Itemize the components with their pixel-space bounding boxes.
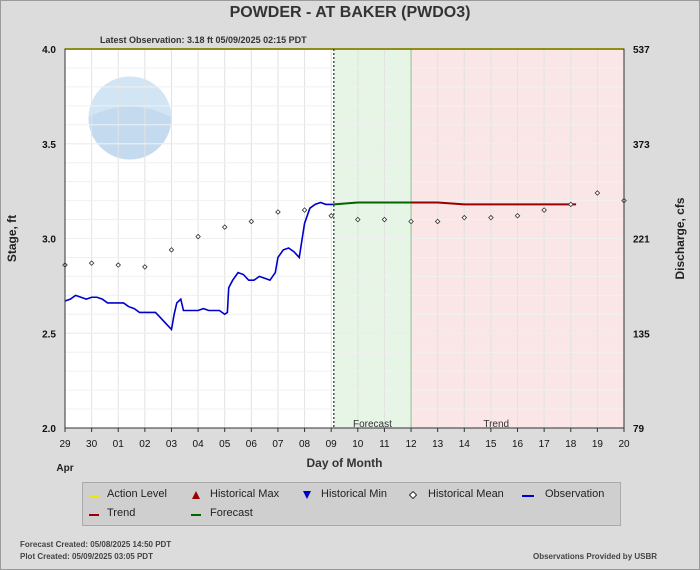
observation-legend-symbol [522,495,534,497]
x-tick-label: 08 [299,439,311,450]
forecast-line [333,201,412,206]
historical-mean-point [275,209,281,215]
forecast-created: Forecast Created: 05/08/2025 14:50 PDT [20,540,172,549]
x-tick-label: 20 [618,439,630,450]
historical-mean-point [115,262,122,268]
x-tick-label: 04 [193,439,205,450]
x-tick-label: 29 [59,439,71,450]
x-tick-label: 13 [432,439,444,450]
historical-mean-point [434,218,441,225]
provided-by: Observations Provided by USBR [533,552,658,561]
historical-mean-point [328,212,334,219]
x-tick-label: 16 [512,439,524,450]
historical-mean-point [248,218,255,225]
x-month-label: Apr [56,463,73,474]
historical-mean-point [221,224,228,230]
y-tick-label: 2.5 [42,329,56,340]
plot-created: Plot Created: 05/09/2025 03:05 PDT [20,552,153,561]
x-tick-label: 02 [139,439,151,450]
x-tick-label: 11 [379,439,390,450]
historical-mean-point [567,201,574,208]
legend-historical-max: Historical Max [210,488,280,500]
legend-historical-mean: Historical Mean [428,488,504,500]
y-tick-label: 4.0 [42,45,56,56]
x-tick-label: 01 [113,439,125,450]
historical-mean-point [461,214,468,221]
y2-tick-label: 79 [633,424,645,435]
historical-mean-point [168,247,175,253]
x-tick-label: 10 [352,439,364,450]
action-level-legend-symbol [89,495,99,497]
triangle-up-icon [192,491,200,499]
legend: Action Level Historical Max Historical M… [82,482,621,526]
x-tick-label: 17 [539,439,551,450]
x-tick-label: 15 [485,439,497,450]
historical-mean-point [301,207,308,213]
triangle-down-icon [303,491,311,499]
x-tick-label: 05 [219,439,231,450]
x-tick-label: 03 [166,439,178,450]
legend-historical-min: Historical Min [321,488,388,500]
y2-tick-label: 537 [633,45,650,56]
x-tick-label: 19 [592,439,604,450]
historical-mean-point [408,218,414,225]
historical-mean-point [514,212,521,219]
x-axis-title: Day of Month [307,456,383,470]
trend-legend-symbol [89,514,99,516]
x-tick-label: 07 [272,439,284,450]
y2-axis-title: Discharge, cfs [673,197,687,279]
latest-observation: Latest Observation: 3.18 ft 05/09/2025 0… [100,35,307,45]
y-axis-title: Stage, ft [5,215,19,262]
x-tick-label: 18 [565,439,577,450]
observation-line [64,201,334,332]
y-tick-label: 3.0 [42,235,56,246]
x-tick-label: 06 [246,439,258,450]
y-tick-label: 2.0 [42,424,56,435]
x-tick-label: 30 [86,439,98,450]
forecast-legend-symbol [191,514,201,516]
x-tick-label: 09 [326,439,338,450]
x-tick-label: 14 [459,439,471,450]
legend-action-level: Action Level [107,488,167,500]
trend-region-label: Trend [483,419,509,430]
historical-mean-point [488,214,494,221]
historical-mean-point [381,216,388,223]
noaa-logo [85,73,175,163]
trend-line [411,201,577,206]
historical-mean-point [88,260,95,266]
plot-border [64,48,625,429]
historical-mean-point [541,207,547,213]
historical-mean-point [355,216,361,223]
x-tick-label: 12 [405,439,417,450]
diamond-icon [409,491,417,499]
y-tick-label: 3.5 [42,140,56,151]
forecast-region-label: Forecast [353,419,392,430]
legend-trend: Trend [107,507,136,519]
legend-forecast: Forecast [210,507,253,519]
chart-title: POWDER - AT BAKER (PWDO3) [229,4,471,21]
legend-observation: Observation [545,488,605,500]
historical-mean-point [594,190,601,196]
y2-tick-label: 221 [633,235,650,246]
y2-tick-label: 373 [633,140,650,151]
historical-mean-point [195,233,201,240]
y2-tick-label: 135 [633,329,650,340]
historical-mean-point [142,264,148,270]
